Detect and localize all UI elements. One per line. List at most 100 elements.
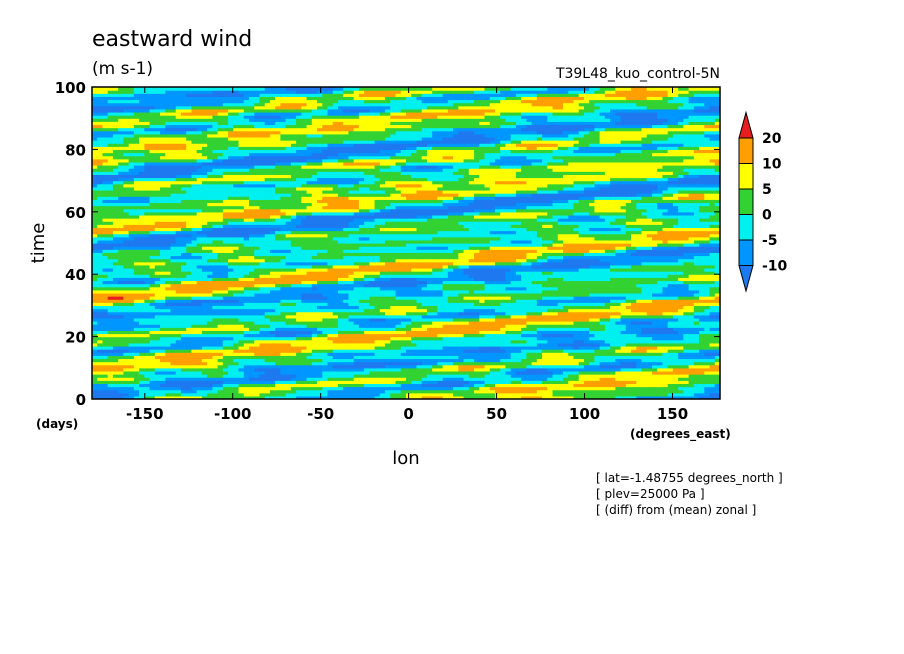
heatmap-cell xyxy=(358,395,365,399)
heatmap-cell xyxy=(568,374,575,378)
heatmap-cell xyxy=(212,321,219,325)
heatmap-cell xyxy=(259,280,266,285)
heatmap-cell xyxy=(369,377,376,381)
heatmap-cell xyxy=(583,349,590,353)
heatmap-cell xyxy=(641,392,648,397)
heatmap-cell xyxy=(421,330,428,335)
heatmap-cell xyxy=(699,355,705,360)
heatmap-cell xyxy=(631,349,637,353)
heatmap-cell xyxy=(531,386,538,391)
heatmap-cell xyxy=(474,283,480,288)
heatmap-cell xyxy=(620,361,627,366)
heatmap-cell xyxy=(447,308,454,313)
heatmap-cell xyxy=(249,324,255,328)
heatmap-cell xyxy=(557,339,564,344)
heatmap-cell xyxy=(484,342,491,347)
heatmap-cell xyxy=(557,377,564,381)
heatmap-cell xyxy=(662,355,669,360)
heatmap-cell xyxy=(484,292,491,297)
heatmap-cell xyxy=(505,324,512,328)
heatmap-cell xyxy=(468,321,475,325)
heatmap-cell xyxy=(285,292,292,297)
heatmap-cell xyxy=(400,327,407,331)
heatmap-cell xyxy=(479,327,486,331)
heatmap-cell xyxy=(573,317,580,322)
heatmap-cell xyxy=(568,311,575,316)
heatmap-cell xyxy=(228,345,234,350)
heatmap-cell xyxy=(222,311,229,316)
heatmap-cell xyxy=(395,370,402,375)
heatmap-cell xyxy=(400,308,407,313)
heatmap-cell xyxy=(243,296,250,300)
heatmap-cell xyxy=(285,280,292,285)
heatmap-cell xyxy=(463,367,470,372)
heatmap-cell xyxy=(217,380,224,384)
heatmap-cell xyxy=(112,355,119,360)
heatmap-cell xyxy=(390,289,397,294)
heatmap-cell xyxy=(144,361,151,366)
heatmap-cell xyxy=(160,299,166,303)
heatmap-cell xyxy=(552,324,559,328)
heatmap-cell xyxy=(92,302,98,306)
heatmap-cell xyxy=(620,383,627,388)
heatmap-cell xyxy=(222,336,229,341)
heatmap-cell xyxy=(238,296,245,300)
heatmap-cell xyxy=(599,345,606,350)
heatmap-cell xyxy=(510,321,517,325)
heatmap-cell xyxy=(458,364,465,369)
heatmap-cell xyxy=(583,324,590,328)
heatmap-cell xyxy=(254,342,261,347)
heatmap-cell xyxy=(400,302,407,306)
heatmap-cell xyxy=(406,324,412,328)
heatmap-cell xyxy=(416,324,423,328)
heatmap-cell xyxy=(112,395,119,399)
heatmap-cell xyxy=(594,333,601,338)
heatmap-cell xyxy=(631,324,637,328)
heatmap-cell xyxy=(306,358,313,363)
heatmap-cell xyxy=(557,352,564,356)
heatmap-cell xyxy=(667,395,674,399)
heatmap-cell xyxy=(390,389,397,394)
heatmap-cell xyxy=(484,311,491,316)
heatmap-cell xyxy=(180,389,187,394)
heatmap-cell xyxy=(578,370,585,375)
heatmap-cell xyxy=(620,355,627,360)
heatmap-cell xyxy=(693,395,700,399)
heatmap-cell xyxy=(672,361,679,366)
heatmap-cell xyxy=(709,296,716,300)
heatmap-cell xyxy=(631,327,637,331)
heatmap-cell xyxy=(222,358,229,363)
heatmap-cell xyxy=(154,327,161,331)
heatmap-cell xyxy=(332,333,339,338)
heatmap-cell xyxy=(254,345,261,350)
heatmap-cell xyxy=(416,308,423,313)
heatmap-cell xyxy=(604,289,611,294)
heatmap-cell xyxy=(348,349,355,353)
heatmap-cell xyxy=(301,327,308,331)
heatmap-cell xyxy=(280,361,287,366)
heatmap-cell xyxy=(683,330,690,335)
heatmap-cell xyxy=(379,345,386,350)
heatmap-cell xyxy=(107,361,114,366)
heatmap-cell xyxy=(238,336,245,341)
heatmap-cell xyxy=(678,395,684,399)
heatmap-cell xyxy=(186,311,193,316)
heatmap-cell xyxy=(123,383,130,388)
heatmap-cell xyxy=(290,333,297,338)
heatmap-cell xyxy=(390,296,397,300)
heatmap-cell xyxy=(531,395,538,399)
heatmap-cell xyxy=(212,283,219,288)
heatmap-cell xyxy=(484,392,491,397)
heatmap-cell xyxy=(379,383,386,388)
heatmap-cell xyxy=(432,355,438,360)
heatmap-cell xyxy=(317,327,323,331)
heatmap-cell xyxy=(693,286,700,291)
heatmap-cell xyxy=(301,330,308,335)
heatmap-cell xyxy=(337,311,344,316)
heatmap-cell xyxy=(243,339,250,344)
heatmap-cell xyxy=(589,289,595,294)
heatmap-cell xyxy=(714,321,720,325)
heatmap-cell xyxy=(379,292,386,297)
heatmap-cell xyxy=(369,345,376,350)
heatmap-cell xyxy=(233,336,240,341)
